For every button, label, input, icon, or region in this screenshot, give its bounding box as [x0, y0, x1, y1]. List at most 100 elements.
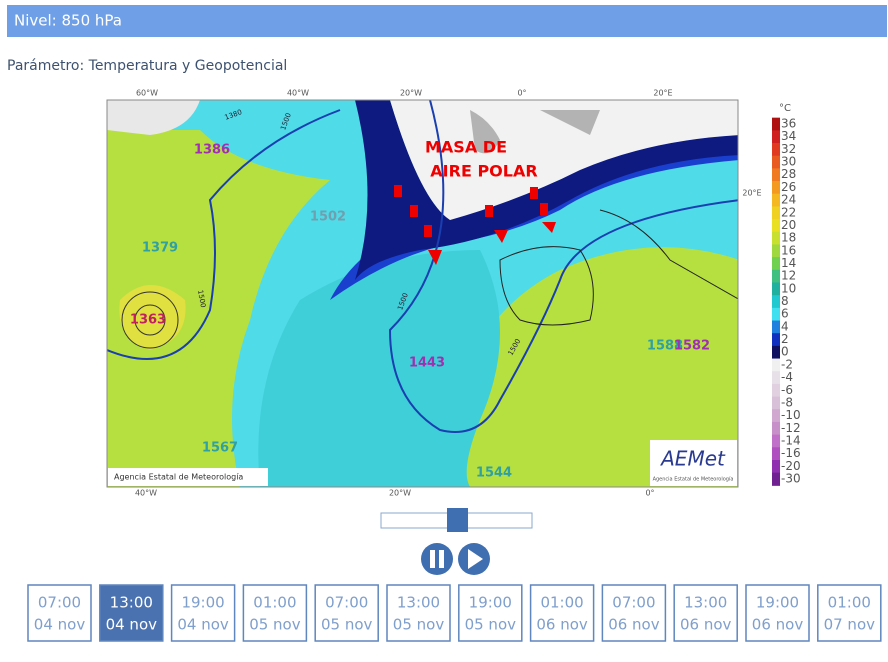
header-title: Nivel: 850 hPa — [14, 12, 122, 30]
time-button[interactable]: 01:00 05 nov — [242, 584, 308, 642]
colorbar-unit: °C — [779, 103, 791, 114]
time-button[interactable]: 19:00 04 nov — [170, 584, 236, 642]
colorbar-tick: 8 — [781, 294, 789, 308]
colorbar-swatch — [772, 358, 780, 372]
lon-label: 20°E — [653, 89, 672, 98]
time-day: 05 nov — [393, 616, 445, 634]
time-day: 06 nov — [536, 616, 588, 634]
time-hour: 01:00 — [828, 594, 871, 612]
colorbar-swatch — [772, 168, 780, 182]
colorbar-tick: -6 — [781, 383, 793, 397]
colorbar-tick: 34 — [781, 129, 796, 143]
parameter-label: Parámetro: Temperatura y Geopotencial — [7, 58, 287, 74]
colorbar-tick: -16 — [781, 446, 801, 460]
colorbar-swatch — [772, 231, 780, 245]
colorbar-tick: 20 — [781, 218, 796, 232]
lon-label: 60°W — [136, 89, 158, 98]
colorbar-tick: -12 — [781, 421, 801, 435]
credit-box — [108, 468, 268, 486]
credit: Agencia Estatal de Meteorología — [114, 473, 243, 482]
map-value: 1502 — [310, 210, 346, 225]
time-hour: 07:00 — [325, 594, 368, 612]
time-button-box[interactable] — [314, 584, 379, 642]
colorbar-swatch — [772, 143, 780, 157]
time-day: 05 nov — [465, 616, 517, 634]
time-button-box[interactable] — [745, 584, 810, 642]
colorbar-swatch — [772, 333, 780, 347]
time-day: 05 nov — [321, 616, 373, 634]
time-button-box[interactable] — [242, 584, 308, 642]
time-button[interactable]: 19:00 05 nov — [458, 584, 523, 642]
time-hour: 13:00 — [110, 594, 153, 612]
time-day: 04 nov — [177, 616, 229, 634]
play-button[interactable] — [458, 543, 490, 575]
time-button-box[interactable] — [170, 584, 236, 642]
colorbar-swatch — [772, 459, 780, 474]
time-hour: 07:00 — [612, 594, 655, 612]
lat-label: 20°E — [742, 189, 761, 198]
colorbar-tick: 30 — [781, 155, 796, 169]
time-button[interactable]: 01:00 06 nov — [529, 584, 595, 642]
annotation: AIRE POLAR — [430, 162, 537, 181]
slider-thumb[interactable] — [447, 508, 468, 532]
time-buttons: 07:00 04 nov 13:00 04 nov 19:00 04 nov 01:00 05… — [27, 584, 882, 642]
colorbar-swatch — [772, 269, 780, 283]
logo: AEMet — [659, 447, 726, 471]
time-button-box[interactable] — [27, 584, 92, 642]
map-value: 1379 — [142, 241, 178, 256]
time-button[interactable]: 19:00 06 nov — [745, 584, 810, 642]
time-hour: 19:00 — [756, 594, 799, 612]
colorbar-tick: -8 — [781, 395, 793, 409]
colorbar-tick: 10 — [781, 281, 796, 295]
colorbar-swatch — [772, 282, 780, 296]
colorbar-swatch — [772, 257, 780, 271]
time-button[interactable]: 01:00 07 nov — [817, 584, 882, 642]
colorbar-swatch — [772, 295, 780, 309]
time-button-box[interactable] — [817, 584, 882, 642]
time-button[interactable]: 13:00 06 nov — [673, 584, 738, 642]
time-button[interactable]: 13:00 05 nov — [386, 584, 451, 642]
time-button[interactable]: 07:00 05 nov — [314, 584, 379, 642]
colorbar-swatch — [772, 447, 780, 461]
time-hour: 13:00 — [397, 594, 440, 612]
colorbar-swatch — [772, 371, 780, 385]
colorbar-swatch — [772, 219, 780, 233]
colorbar-swatch — [772, 409, 780, 423]
time-button-box[interactable] — [673, 584, 738, 642]
time-day: 05 nov — [249, 616, 301, 634]
map-value: 1363 — [130, 313, 166, 328]
time-button[interactable]: 13:00 04 nov — [99, 584, 164, 642]
colorbar-swatch — [772, 244, 780, 258]
colorbar-swatch — [772, 345, 780, 360]
colorbar-tick: -30 — [781, 472, 801, 486]
colorbar-tick: 4 — [781, 319, 789, 333]
time-hour: 13:00 — [684, 594, 727, 612]
map-value: 1544 — [476, 466, 512, 481]
colorbar-swatch — [772, 383, 780, 398]
colorbar-tick: -14 — [781, 433, 801, 447]
colorbar-tick: 26 — [781, 180, 796, 194]
time-button-box[interactable] — [529, 584, 595, 642]
colorbar-swatch — [772, 117, 780, 131]
time-button[interactable]: 07:00 06 nov — [601, 584, 667, 642]
colorbar-swatch — [772, 130, 780, 144]
time-hour: 01:00 — [540, 594, 583, 612]
time-button-box[interactable] — [458, 584, 523, 642]
colorbar-swatch — [772, 307, 780, 322]
time-button-box[interactable] — [601, 584, 667, 642]
colorbar-swatch — [772, 181, 780, 195]
colorbar-swatch — [772, 434, 780, 448]
colorbar-tick: -4 — [781, 370, 793, 384]
time-button[interactable]: 07:00 04 nov — [27, 584, 92, 642]
time-button-box[interactable] — [99, 584, 164, 642]
map-value: 1567 — [202, 441, 238, 456]
time-hour: 19:00 — [181, 594, 224, 612]
pause-button[interactable] — [421, 543, 453, 575]
colorbar: 363432302826242220181614121086420-2-4-6-… — [772, 117, 801, 486]
colorbar-tick: 32 — [781, 142, 796, 156]
colorbar-tick: 22 — [781, 205, 796, 219]
colorbar-tick: 24 — [781, 193, 796, 207]
time-button-box[interactable] — [386, 584, 451, 642]
annotation: MASA DE — [425, 138, 507, 157]
colorbar-swatch — [772, 155, 780, 169]
